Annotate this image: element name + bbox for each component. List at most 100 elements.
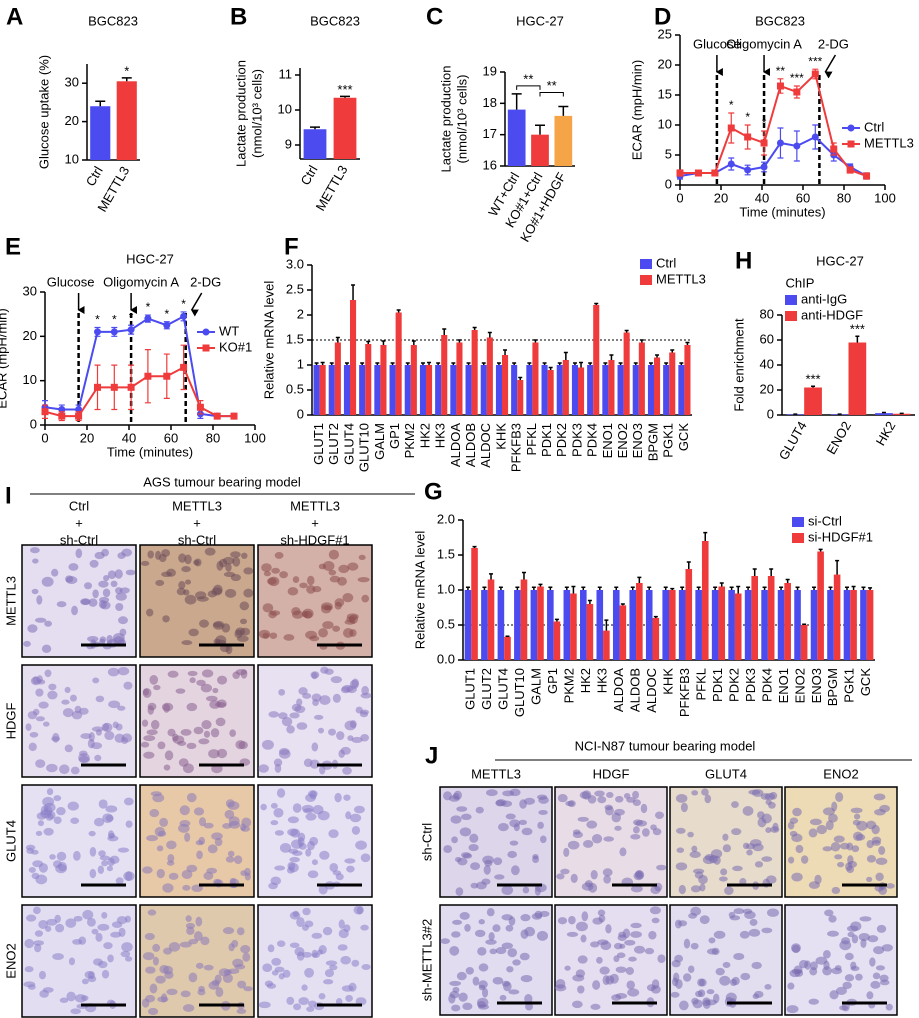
cell-nucleus: [59, 764, 70, 775]
cell-nucleus: [98, 850, 106, 857]
cell-nucleus: [536, 930, 549, 941]
cell-nucleus: [35, 759, 46, 768]
cell-nucleus: [89, 847, 97, 857]
error-bar: [366, 340, 371, 344]
cell-nucleus: [630, 922, 642, 929]
cell-nucleus: [337, 576, 347, 586]
cell-nucleus: [143, 735, 156, 742]
error-bar: [579, 361, 584, 368]
bar: [333, 97, 357, 159]
error-bar: [679, 362, 684, 365]
cell-nucleus: [537, 821, 544, 830]
cell-nucleus: [186, 792, 197, 803]
cell-nucleus: [271, 957, 282, 966]
cell-nucleus: [273, 808, 284, 818]
cell-nucleus: [261, 739, 274, 750]
cell-nucleus: [224, 588, 237, 598]
bar: [596, 590, 604, 660]
y-axis-label: Fold enrichment: [731, 318, 746, 412]
significance: ***: [790, 71, 804, 85]
cell-nucleus: [502, 790, 515, 797]
bar: [663, 365, 670, 415]
cell-nucleus: [103, 574, 110, 582]
cell-nucleus: [739, 930, 750, 939]
legend-label: Ctrl: [864, 119, 884, 134]
error-bar: [861, 586, 866, 590]
cell-nucleus: [702, 855, 715, 865]
cell-nucleus: [831, 967, 843, 975]
column-header: GLUT4: [705, 766, 747, 781]
cell-nucleus: [675, 862, 688, 871]
cell-nucleus: [123, 681, 133, 690]
cell-nucleus: [566, 931, 579, 937]
bar: [578, 367, 585, 415]
cell-nucleus: [186, 742, 197, 750]
cell-nucleus: [340, 955, 351, 965]
cell-nucleus: [35, 688, 44, 697]
cell-nucleus: [745, 843, 756, 850]
cell-nucleus: [271, 970, 279, 976]
row-label: GLUT4: [3, 820, 18, 862]
cell-nucleus: [744, 911, 756, 920]
cell-nucleus: [48, 683, 57, 691]
bar: [777, 590, 785, 660]
cell-nucleus: [268, 711, 279, 718]
cell-nucleus: [711, 947, 720, 956]
error-bar: [310, 126, 320, 130]
bar: [471, 548, 478, 660]
cell-nucleus: [334, 792, 342, 803]
cell-nucleus: [141, 719, 149, 727]
cell-nucleus: [560, 868, 570, 875]
error-bar: [844, 586, 849, 590]
cell-nucleus: [318, 884, 328, 895]
y-tick-label: 10: [278, 101, 292, 116]
bar: [526, 365, 533, 415]
y-tick-label: 1.5: [286, 331, 304, 346]
cell-nucleus: [492, 976, 504, 985]
cell-nucleus: [328, 549, 340, 560]
panel-title: AGS tumour bearing model: [143, 474, 301, 489]
cell-nucleus: [94, 754, 102, 762]
error-bar: [828, 586, 833, 590]
cell-nucleus: [468, 843, 479, 852]
bar: [481, 590, 488, 660]
cell-nucleus: [449, 980, 462, 986]
cell-nucleus: [649, 906, 661, 915]
cell-nucleus: [193, 559, 200, 566]
cell-nucleus: [243, 567, 254, 575]
cell-nucleus: [145, 966, 156, 974]
point: [196, 403, 204, 411]
cell-nucleus: [752, 843, 764, 852]
cell-nucleus: [349, 679, 359, 690]
cell-nucleus: [731, 801, 739, 808]
bar: [612, 590, 620, 660]
significance: ***: [805, 372, 820, 387]
event-label: Glucose: [47, 274, 95, 289]
cell-nucleus: [850, 807, 863, 814]
cell-nucleus: [615, 993, 628, 999]
x-tick-label: HK3: [433, 423, 448, 448]
cell-nucleus: [147, 550, 154, 559]
cell-nucleus: [858, 933, 870, 941]
bar: [695, 590, 702, 660]
x-tick-label: ENO1: [776, 668, 791, 703]
cell-nucleus: [453, 790, 462, 800]
cell-nucleus: [809, 818, 822, 826]
error-bar: [785, 578, 790, 583]
cell-nucleus: [213, 622, 223, 628]
cell-nucleus: [575, 921, 588, 932]
bar: [678, 365, 685, 415]
cell-nucleus: [349, 629, 357, 637]
y-tick-label: 60: [760, 331, 774, 346]
cell-nucleus: [577, 955, 588, 964]
cell-nucleus: [305, 793, 316, 802]
cell-nucleus: [626, 980, 635, 990]
cell-nucleus: [749, 918, 758, 926]
error-bar: [557, 362, 562, 365]
cell-nucleus: [141, 998, 150, 1008]
cell-nucleus: [440, 938, 451, 944]
cell-nucleus: [748, 928, 761, 937]
bar: [619, 605, 627, 660]
error-bar: [818, 548, 823, 552]
cell-nucleus: [581, 911, 589, 922]
